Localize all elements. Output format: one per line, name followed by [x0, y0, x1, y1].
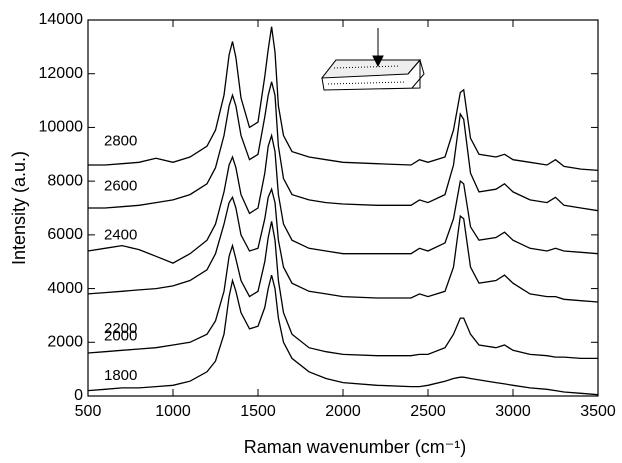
x-tick-label: 3000	[495, 403, 531, 420]
x-tick-label: 2500	[410, 403, 446, 420]
x-tick-label: 2000	[325, 403, 361, 420]
series-label: 2200	[104, 320, 137, 337]
x-axis-title: Raman wavenumber (cm⁻¹)	[244, 437, 467, 457]
x-tick-label: 3500	[580, 403, 616, 420]
y-tick-label: 10000	[39, 119, 84, 136]
x-tick-label: 1000	[155, 403, 191, 420]
sample-inset	[320, 28, 425, 91]
series-label: 2800	[104, 133, 137, 150]
spectrum-line	[87, 274, 599, 396]
spectrum-line	[87, 221, 598, 360]
y-axis-title: Intensity (a.u.)	[9, 151, 29, 265]
y-tick-label: 6000	[47, 226, 83, 243]
spectrum-line	[88, 26, 599, 172]
series-label: 1800	[104, 367, 137, 384]
series-label: 2400	[104, 227, 137, 244]
y-tick-label: 14000	[39, 11, 84, 28]
spectrum-line	[87, 132, 599, 264]
y-tick-label: 8000	[47, 172, 83, 189]
y-tick-label: 0	[74, 387, 83, 404]
spectrum-line	[88, 81, 599, 212]
spectrum-line	[87, 187, 599, 303]
x-tick-label: 500	[75, 403, 102, 420]
y-tick-label: 4000	[47, 280, 83, 297]
y-tick-label: 12000	[39, 65, 84, 82]
y-tick-label: 2000	[47, 334, 83, 351]
series-label: 2000	[104, 327, 137, 344]
series-label: 2600	[104, 178, 137, 195]
x-tick-label: 1500	[240, 403, 276, 420]
